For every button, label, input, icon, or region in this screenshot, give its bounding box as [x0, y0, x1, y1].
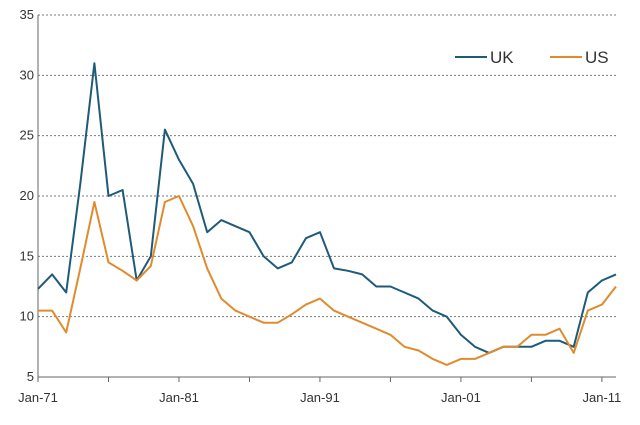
axes: 5 10 15 20 25 30 35 Jan-71 Jan-81 Jan-91 Jan-01 Jan…	[18, 7, 621, 405]
y-tick-label: 25	[20, 128, 34, 143]
legend-label-us: US	[585, 48, 609, 67]
y-tick-label: 5	[27, 369, 34, 384]
uk-series-line	[37, 62, 617, 354]
gridlines	[38, 14, 616, 318]
x-tick-label: Jan-11	[583, 390, 622, 405]
series-lines	[37, 62, 617, 366]
legend: UK US	[455, 48, 609, 67]
y-tick-label: 10	[20, 309, 34, 324]
y-tick-label: 20	[20, 188, 34, 203]
y-tick-label: 30	[20, 67, 34, 82]
x-tick-label: Jan-01	[441, 390, 481, 405]
us-series-line	[38, 195, 617, 366]
x-tick-label: Jan-71	[18, 390, 58, 405]
y-tick-label: 15	[20, 248, 34, 263]
y-tick-label: 35	[20, 7, 34, 22]
legend-label-uk: UK	[490, 48, 514, 67]
x-tick-label: Jan-81	[159, 390, 199, 405]
x-tick-label: Jan-91	[300, 390, 340, 405]
